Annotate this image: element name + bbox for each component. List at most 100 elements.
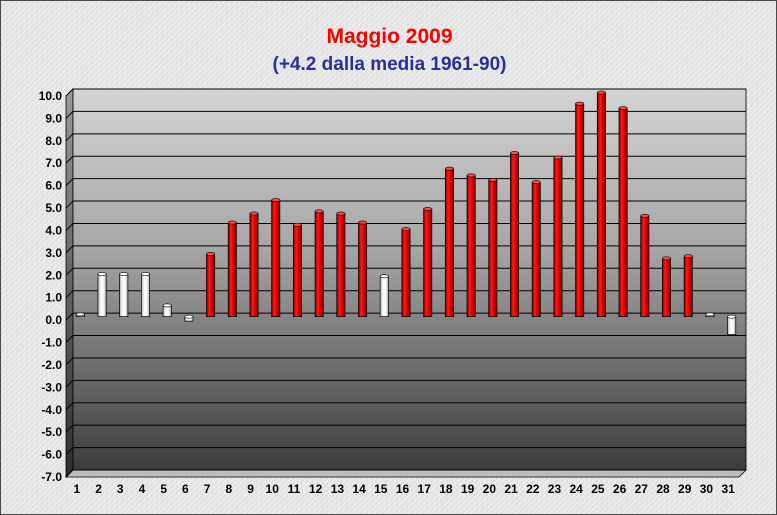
y-tick-label: 7.0 <box>45 156 62 170</box>
gridline-side <box>65 223 74 231</box>
bar-cap <box>75 312 85 317</box>
bar-body <box>336 213 346 317</box>
x-tick-label: 21 <box>504 482 518 496</box>
bar-body <box>227 222 237 317</box>
y-tick-label: -3.0 <box>41 380 62 394</box>
gridline-side <box>65 335 74 343</box>
bar-cap <box>705 312 715 317</box>
bar-body <box>379 275 389 317</box>
bar <box>358 220 368 317</box>
bar <box>662 256 671 317</box>
x-tick-label: 2 <box>95 482 102 496</box>
bar <box>75 312 85 317</box>
bar <box>401 227 411 317</box>
bar <box>184 314 194 322</box>
x-tick-label: 3 <box>117 482 124 496</box>
bar-body <box>662 257 671 317</box>
x-tick-label: 28 <box>656 482 670 496</box>
bar-cap <box>662 256 671 261</box>
bar-body <box>510 152 520 317</box>
bar-body <box>314 210 324 317</box>
floor <box>65 469 747 478</box>
y-tick-label: 3.0 <box>45 246 62 260</box>
bar-body <box>401 228 411 317</box>
bar <box>444 166 454 317</box>
gridline-side <box>65 312 74 321</box>
bar-cap <box>444 166 454 171</box>
y-tick-label: -1.0 <box>41 336 62 350</box>
x-tick-label: 7 <box>204 482 211 496</box>
x-tick-label: 12 <box>309 482 323 496</box>
x-tick-label: 6 <box>182 482 189 496</box>
bar-body <box>727 316 737 335</box>
bar-body <box>488 179 498 317</box>
bar-cap <box>575 101 585 106</box>
y-tick-label: 2.0 <box>45 268 62 282</box>
gridline-side <box>65 200 74 209</box>
bar-cap <box>141 272 150 276</box>
bar-cap <box>510 151 519 155</box>
bar-cap <box>379 274 389 279</box>
bar-body <box>358 222 368 317</box>
x-tick-label: 19 <box>461 482 475 496</box>
bar <box>271 198 281 317</box>
bar <box>510 151 520 317</box>
bar <box>618 106 628 317</box>
bar-body <box>141 273 150 317</box>
y-tick-label: 4.0 <box>45 223 62 237</box>
bar <box>488 178 498 317</box>
bar-cap <box>727 314 737 319</box>
bar-body <box>640 215 650 317</box>
x-tick-label: 18 <box>439 482 453 496</box>
bar-body <box>97 273 107 317</box>
bar-cap <box>336 211 346 216</box>
bar <box>640 213 650 317</box>
x-tick-label: 11 <box>288 482 301 496</box>
bar <box>553 155 563 317</box>
bar <box>97 272 107 317</box>
bar-body <box>531 181 541 317</box>
bar-body <box>249 213 259 317</box>
bar-cap <box>162 303 172 308</box>
gridline-side <box>65 245 74 254</box>
bar-cap <box>553 155 563 160</box>
bar-body <box>119 273 129 317</box>
gridline-side <box>65 469 74 478</box>
x-tick-label: 17 <box>418 482 432 496</box>
chart-subtitle: (+4.2 dalla media 1961-90) <box>272 54 507 75</box>
bar-body <box>206 253 216 317</box>
bar-cap <box>488 178 498 182</box>
bar <box>141 272 150 317</box>
bar-body <box>292 224 302 317</box>
bar-cap <box>227 220 237 225</box>
chart-title: Maggio 2009 <box>326 25 453 48</box>
bar-cap <box>618 106 628 111</box>
side-wall <box>65 88 74 478</box>
gridline-side <box>65 267 74 276</box>
x-tick-label: 30 <box>700 482 714 496</box>
y-tick-label: 8.0 <box>45 134 62 148</box>
y-tick-label: 10.0 <box>39 89 63 103</box>
bar <box>162 303 172 317</box>
bar <box>423 207 433 317</box>
x-tick-label: 5 <box>160 482 167 496</box>
bar <box>314 209 324 317</box>
x-tick-label: 10 <box>266 482 280 496</box>
gridline-side <box>65 357 74 366</box>
x-tick-label: 1 <box>74 482 81 496</box>
bar-cap <box>184 314 194 319</box>
bar-cap <box>206 251 216 256</box>
bar-cap <box>466 173 476 178</box>
y-tick-label: -2.0 <box>41 358 62 372</box>
gridline-side <box>65 379 74 388</box>
bar-cap <box>314 209 324 214</box>
y-tick-label: -4.0 <box>41 403 62 417</box>
y-tick-label: -7.0 <box>41 470 62 484</box>
bar <box>379 274 389 317</box>
bar-body <box>683 255 693 317</box>
bar-cap <box>271 198 281 202</box>
bar-body <box>553 157 563 317</box>
bar <box>336 211 346 317</box>
y-tick-label: 6.0 <box>45 179 62 193</box>
